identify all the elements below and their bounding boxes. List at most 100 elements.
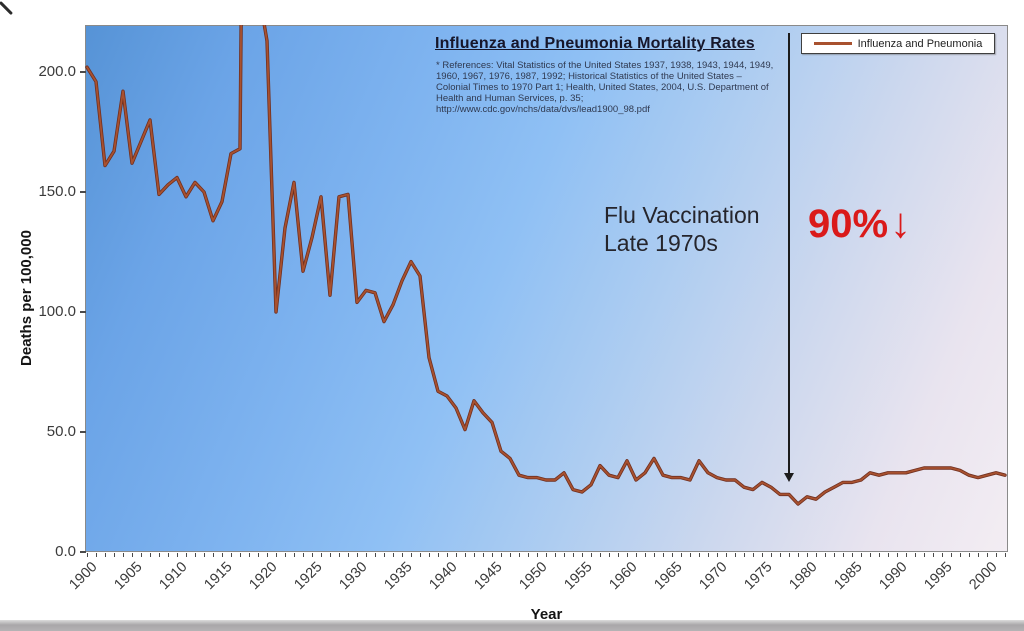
x-tick: [636, 553, 637, 557]
x-tick: [249, 553, 250, 557]
flu-annotation-line2: Late 1970s: [604, 230, 718, 256]
x-tick: [357, 553, 358, 557]
x-tick: [879, 553, 880, 557]
legend-line-sample-icon: [813, 42, 852, 45]
reference-line: Health and Human Services, p. 35;: [436, 92, 584, 104]
y-tick-label: 200.0: [38, 63, 76, 80]
x-tick-label: 1980: [786, 559, 821, 594]
x-tick: [330, 553, 331, 557]
x-tick: [645, 553, 646, 557]
x-tick-label: 1970: [696, 559, 731, 594]
x-tick: [834, 553, 835, 557]
x-tick-label: 1975: [741, 559, 776, 594]
x-tick: [123, 553, 124, 557]
x-tick: [258, 553, 259, 557]
legend: Influenza and Pneumonia: [801, 33, 995, 54]
x-tick: [1005, 553, 1006, 557]
x-tick: [267, 553, 268, 557]
x-tick: [384, 553, 385, 557]
mortality-line-chart: [85, 25, 1007, 506]
bottom-gray-bar: [0, 620, 1024, 631]
x-tick: [861, 553, 862, 557]
mortality-line: [86, 25, 1006, 505]
x-tick: [555, 553, 556, 557]
x-tick: [807, 553, 808, 557]
x-tick: [897, 553, 898, 557]
y-axis-title: Deaths per 100,000: [18, 230, 35, 366]
x-tick-label: 1925: [291, 559, 326, 594]
x-tick: [933, 553, 934, 557]
x-tick: [654, 553, 655, 557]
x-tick: [204, 553, 205, 557]
y-tick-label: 0.0: [55, 543, 76, 560]
x-tick: [888, 553, 889, 557]
x-tick: [429, 553, 430, 557]
reference-line: http://www.cdc.gov/nchs/data/dvs/lead190…: [436, 103, 650, 115]
x-tick: [465, 553, 466, 557]
x-tick: [285, 553, 286, 557]
x-tick: [681, 553, 682, 557]
x-tick: [420, 553, 421, 557]
reference-line: Colonial Times to 1970 Part 1; Health, U…: [436, 81, 769, 93]
x-tick: [960, 553, 961, 557]
x-tick: [546, 553, 547, 557]
x-tick: [609, 553, 610, 557]
y-tick: [80, 191, 86, 193]
x-tick: [537, 553, 538, 557]
x-tick-label: 1935: [381, 559, 416, 594]
x-tick: [87, 553, 88, 557]
x-tick: [618, 553, 619, 557]
x-tick: [114, 553, 115, 557]
chart-title: Influenza and Pneumonia Mortality Rates: [435, 35, 755, 52]
reduction-annotation: 90%↓: [808, 199, 911, 247]
x-tick: [735, 553, 736, 557]
x-tick: [159, 553, 160, 557]
x-tick: [672, 553, 673, 557]
x-tick-label: 1900: [66, 559, 101, 594]
x-tick: [717, 553, 718, 557]
x-tick: [969, 553, 970, 557]
x-tick: [951, 553, 952, 557]
x-tick-label: 1940: [426, 559, 461, 594]
x-tick-label: 1995: [921, 559, 956, 594]
legend-label: Influenza and Pneumonia: [857, 37, 983, 50]
x-tick: [366, 553, 367, 557]
reduction-percent: 90%: [808, 202, 889, 246]
reference-line: * References: Vital Statistics of the Un…: [436, 60, 774, 71]
x-tick: [573, 553, 574, 557]
x-tick-label: 1985: [831, 559, 866, 594]
x-tick: [303, 553, 304, 557]
x-tick-label: 1965: [651, 559, 686, 594]
y-tick-label: 100.0: [38, 303, 76, 320]
x-tick: [501, 553, 502, 557]
x-tick-label: 1915: [201, 559, 236, 594]
x-tick: [528, 553, 529, 557]
x-tick: [816, 553, 817, 557]
x-tick: [582, 553, 583, 557]
x-tick: [690, 553, 691, 557]
x-tick: [510, 553, 511, 557]
x-tick: [906, 553, 907, 557]
x-tick: [789, 553, 790, 557]
x-tick: [393, 553, 394, 557]
vaccination-arrowhead-icon: [784, 473, 794, 482]
x-tick: [411, 553, 412, 557]
x-tick: [519, 553, 520, 557]
vaccination-arrow-line: [788, 33, 790, 474]
y-tick: [80, 551, 86, 553]
x-tick: [762, 553, 763, 557]
x-tick: [348, 553, 349, 557]
flu-annotation-line1: Flu Vaccination: [604, 202, 760, 228]
x-tick: [591, 553, 592, 557]
y-tick-label: 150.0: [38, 183, 76, 200]
x-tick: [753, 553, 754, 557]
x-tick: [771, 553, 772, 557]
x-tick: [600, 553, 601, 557]
x-tick: [456, 553, 457, 557]
x-tick: [564, 553, 565, 557]
x-tick: [240, 553, 241, 557]
x-tick: [708, 553, 709, 557]
x-tick-label: 1960: [606, 559, 641, 594]
x-axis-title: Year: [530, 606, 563, 623]
